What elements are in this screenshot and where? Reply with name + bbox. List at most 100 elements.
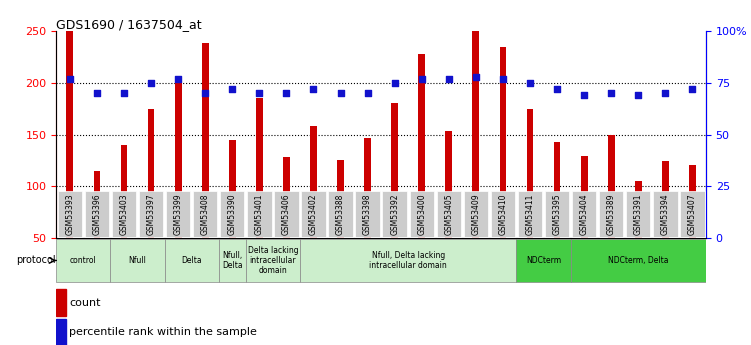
Text: GSM53405: GSM53405 bbox=[445, 193, 454, 235]
Text: GSM53411: GSM53411 bbox=[526, 193, 535, 235]
FancyBboxPatch shape bbox=[328, 191, 353, 237]
Bar bbox=[310, 126, 317, 238]
Text: GSM53403: GSM53403 bbox=[119, 193, 128, 235]
Text: percentile rank within the sample: percentile rank within the sample bbox=[70, 327, 258, 337]
Text: Delta lacking
intracellular
domain: Delta lacking intracellular domain bbox=[248, 246, 298, 275]
Text: GSM53396: GSM53396 bbox=[92, 193, 101, 235]
Point bbox=[226, 86, 238, 92]
Bar bbox=[608, 135, 614, 238]
Text: NDCterm, Delta: NDCterm, Delta bbox=[608, 256, 668, 265]
Point bbox=[578, 92, 590, 98]
Text: GDS1690 / 1637504_at: GDS1690 / 1637504_at bbox=[56, 18, 202, 31]
Bar bbox=[283, 157, 290, 238]
Point bbox=[172, 76, 184, 81]
FancyBboxPatch shape bbox=[680, 191, 704, 237]
Text: NDCterm: NDCterm bbox=[526, 256, 561, 265]
Point bbox=[443, 76, 455, 81]
Bar bbox=[553, 142, 560, 238]
Text: GSM53392: GSM53392 bbox=[391, 193, 400, 235]
Point bbox=[361, 90, 373, 96]
Bar bbox=[148, 109, 155, 238]
FancyBboxPatch shape bbox=[599, 191, 623, 237]
FancyBboxPatch shape bbox=[85, 191, 109, 237]
Text: Nfull, Delta lacking
intracellular domain: Nfull, Delta lacking intracellular domai… bbox=[369, 251, 447, 270]
Text: GSM53397: GSM53397 bbox=[146, 193, 155, 235]
Bar bbox=[121, 145, 128, 238]
Bar bbox=[472, 26, 479, 238]
Text: GSM53389: GSM53389 bbox=[607, 193, 616, 235]
FancyBboxPatch shape bbox=[274, 191, 299, 237]
Text: Nfull: Nfull bbox=[128, 256, 146, 265]
Point bbox=[686, 86, 698, 92]
Text: GSM53400: GSM53400 bbox=[418, 193, 427, 235]
Text: Nfull,
Delta: Nfull, Delta bbox=[222, 251, 243, 270]
FancyBboxPatch shape bbox=[110, 239, 164, 282]
FancyBboxPatch shape bbox=[571, 239, 706, 282]
Point bbox=[145, 80, 157, 86]
Text: GSM53391: GSM53391 bbox=[634, 193, 643, 235]
Text: GSM53395: GSM53395 bbox=[553, 193, 562, 235]
Bar bbox=[662, 161, 668, 238]
Point bbox=[253, 90, 265, 96]
Point bbox=[64, 76, 76, 81]
FancyBboxPatch shape bbox=[409, 191, 434, 237]
Point bbox=[551, 86, 563, 92]
Bar bbox=[256, 98, 263, 238]
FancyBboxPatch shape bbox=[653, 191, 677, 237]
Point bbox=[389, 80, 401, 86]
Text: GSM53408: GSM53408 bbox=[201, 193, 210, 235]
FancyBboxPatch shape bbox=[164, 239, 219, 282]
FancyBboxPatch shape bbox=[572, 191, 596, 237]
Bar bbox=[689, 165, 695, 238]
FancyBboxPatch shape bbox=[247, 191, 272, 237]
Bar bbox=[56, 289, 66, 316]
Text: control: control bbox=[70, 256, 97, 265]
Bar bbox=[364, 138, 371, 238]
Bar bbox=[526, 109, 533, 238]
Text: GSM53394: GSM53394 bbox=[661, 193, 670, 235]
Bar bbox=[499, 47, 506, 238]
Text: GSM53406: GSM53406 bbox=[282, 193, 291, 235]
Text: count: count bbox=[70, 298, 101, 308]
FancyBboxPatch shape bbox=[626, 191, 650, 237]
Point bbox=[632, 92, 644, 98]
Bar bbox=[418, 54, 425, 238]
Text: GSM53401: GSM53401 bbox=[255, 193, 264, 235]
FancyBboxPatch shape bbox=[193, 191, 217, 237]
FancyBboxPatch shape bbox=[382, 191, 407, 237]
Bar bbox=[229, 140, 236, 238]
Point bbox=[334, 90, 346, 96]
Bar bbox=[635, 181, 641, 238]
Text: GSM53402: GSM53402 bbox=[309, 193, 318, 235]
FancyBboxPatch shape bbox=[355, 191, 380, 237]
FancyBboxPatch shape bbox=[436, 191, 461, 237]
Bar bbox=[56, 319, 66, 345]
Bar bbox=[175, 81, 182, 238]
Bar bbox=[67, 26, 74, 238]
FancyBboxPatch shape bbox=[490, 191, 515, 237]
Text: GSM53410: GSM53410 bbox=[499, 193, 508, 235]
Text: GSM53398: GSM53398 bbox=[363, 193, 372, 235]
Bar bbox=[391, 104, 398, 238]
Point bbox=[280, 90, 292, 96]
FancyBboxPatch shape bbox=[219, 239, 246, 282]
Bar bbox=[445, 131, 452, 238]
Text: GSM53407: GSM53407 bbox=[688, 193, 697, 235]
FancyBboxPatch shape bbox=[220, 191, 244, 237]
Point bbox=[524, 80, 536, 86]
Point bbox=[91, 90, 103, 96]
Bar bbox=[202, 43, 209, 238]
Point bbox=[470, 74, 482, 79]
Text: GSM53409: GSM53409 bbox=[472, 193, 481, 235]
FancyBboxPatch shape bbox=[58, 191, 82, 237]
Text: GSM53390: GSM53390 bbox=[228, 193, 237, 235]
FancyBboxPatch shape bbox=[518, 191, 542, 237]
FancyBboxPatch shape bbox=[301, 191, 326, 237]
FancyBboxPatch shape bbox=[246, 239, 300, 282]
FancyBboxPatch shape bbox=[112, 191, 136, 237]
Text: protocol: protocol bbox=[17, 256, 56, 265]
Point bbox=[497, 76, 509, 81]
FancyBboxPatch shape bbox=[139, 191, 163, 237]
FancyBboxPatch shape bbox=[517, 239, 571, 282]
FancyBboxPatch shape bbox=[463, 191, 488, 237]
